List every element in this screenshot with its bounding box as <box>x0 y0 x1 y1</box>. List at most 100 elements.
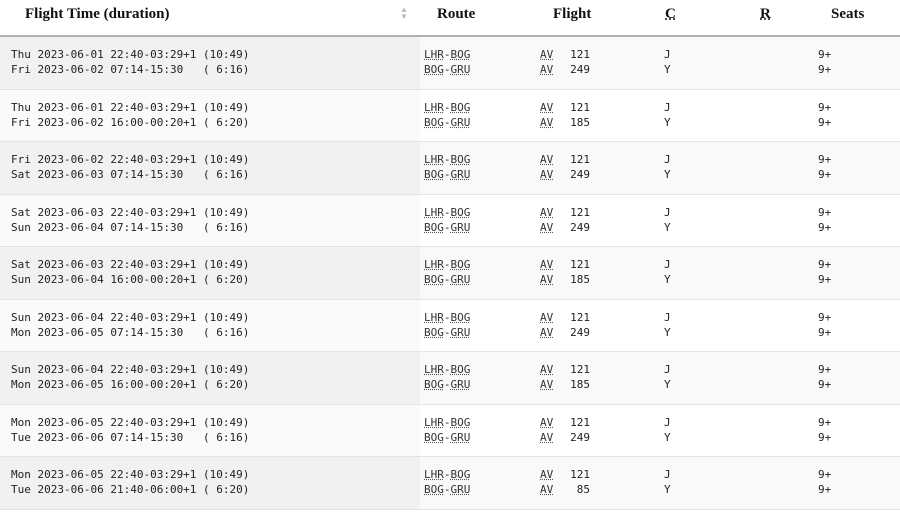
header-seats[interactable]: Seats <box>831 6 865 22</box>
airline-code[interactable]: AV <box>540 115 554 129</box>
airport-to[interactable]: GRU <box>450 483 471 496</box>
booking-class: J <box>664 258 671 271</box>
airport-to[interactable]: BOG <box>450 415 471 429</box>
flight-number-cell: 121 185 <box>560 100 590 130</box>
airport-to[interactable]: BOG <box>450 205 471 219</box>
flight-number-cell: 121 185 <box>560 362 590 392</box>
airline-code[interactable]: AV <box>540 363 554 376</box>
header-flight[interactable]: Flight <box>553 6 592 22</box>
airport-from[interactable]: LHR <box>424 48 444 61</box>
airline-code[interactable]: AV <box>540 273 554 286</box>
airline-code[interactable]: AV <box>540 100 554 114</box>
leg-time: Sat 2023-06-03 07:14-15:30 ( 6:16) <box>11 168 250 181</box>
seats-cell: 9+ 9+ <box>818 257 831 287</box>
airport-to[interactable]: GRU <box>450 168 471 181</box>
leg-time: Mon 2023-06-05 22:40-03:29+1 (10:49) <box>11 415 250 429</box>
table-row[interactable]: Sat 2023-06-03 22:40-03:29+1 (10:49) Sun … <box>0 194 900 247</box>
airport-from[interactable]: BOG <box>424 220 444 234</box>
table-row[interactable]: Thu 2023-06-01 22:40-03:29+1 (10:49) Fri … <box>0 89 900 142</box>
airport-to[interactable]: GRU <box>450 430 471 444</box>
airport-from[interactable]: LHR <box>424 153 444 166</box>
airport-from[interactable]: LHR <box>424 415 444 429</box>
seats-cell: 9+ 9+ <box>818 100 831 130</box>
airport-from[interactable]: BOG <box>424 378 444 391</box>
flight-number-cell: 121 85 <box>560 467 590 497</box>
airport-to[interactable]: BOG <box>450 153 471 166</box>
table-row[interactable]: Thu 2023-06-01 22:40-03:29+1 (10:49) Fri … <box>0 37 900 90</box>
airline-code[interactable]: AV <box>540 168 554 181</box>
airport-from[interactable]: BOG <box>424 115 444 129</box>
flight-number: 121 <box>570 310 590 324</box>
airline-code[interactable]: AV <box>540 205 554 219</box>
table-row[interactable]: Fri 2023-06-02 22:40-03:29+1 (10:49) Sat … <box>0 142 900 195</box>
header-c[interactable]: C <box>665 6 676 22</box>
airline-code[interactable]: AV <box>540 63 554 76</box>
airport-from[interactable]: LHR <box>424 468 444 481</box>
seats-available: 9+ <box>818 220 832 234</box>
airline-code[interactable]: AV <box>540 325 554 339</box>
airport-to[interactable]: GRU <box>450 378 471 391</box>
airline-code[interactable]: AV <box>540 310 554 324</box>
airport-from[interactable]: BOG <box>424 63 444 76</box>
airport-from[interactable]: BOG <box>424 325 444 339</box>
seats-cell: 9+ 9+ <box>818 467 831 497</box>
airport-to[interactable]: BOG <box>450 100 471 114</box>
airport-from[interactable]: BOG <box>424 483 444 496</box>
airport-to[interactable]: BOG <box>450 310 471 324</box>
flight-number-cell: 121 249 <box>560 310 590 340</box>
airline-code[interactable]: AV <box>540 378 554 391</box>
airport-from[interactable]: LHR <box>424 258 444 271</box>
airline-code[interactable]: AV <box>540 483 554 496</box>
route-cell: LHR-BOG BOG-GRU <box>424 205 471 234</box>
airport-to[interactable]: BOG <box>450 363 471 376</box>
airport-from[interactable]: BOG <box>424 168 444 181</box>
airline-code[interactable]: AV <box>540 415 554 429</box>
booking-class: Y <box>664 430 671 444</box>
header-route[interactable]: Route <box>437 6 476 22</box>
airport-from[interactable]: LHR <box>424 100 444 114</box>
airport-to[interactable]: BOG <box>450 48 471 61</box>
time-cell: Fri 2023-06-02 22:40-03:29+1 (10:49) Sat … <box>0 142 420 194</box>
airport-from[interactable]: LHR <box>424 205 444 219</box>
table-row[interactable]: Sat 2023-06-03 22:40-03:29+1 (10:49) Sun … <box>0 247 900 300</box>
airline-code[interactable]: AV <box>540 430 554 444</box>
leg-time: Mon 2023-06-05 16:00-00:20+1 ( 6:20) <box>11 378 250 391</box>
airport-from[interactable]: LHR <box>424 310 444 324</box>
airline-code[interactable]: AV <box>540 48 554 61</box>
header-flight-time[interactable]: Flight Time (duration) <box>25 6 170 22</box>
leg-time: Mon 2023-06-05 22:40-03:29+1 (10:49) <box>11 468 250 481</box>
seats-available: 9+ <box>818 153 832 166</box>
leg-time: Fri 2023-06-02 16:00-00:20+1 ( 6:20) <box>11 115 250 129</box>
airport-from[interactable]: LHR <box>424 363 444 376</box>
airport-to[interactable]: GRU <box>450 220 471 234</box>
seats-available: 9+ <box>818 168 832 181</box>
airport-to[interactable]: BOG <box>450 258 471 271</box>
airline-code[interactable]: AV <box>540 468 554 481</box>
booking-class: J <box>664 153 671 166</box>
header-r[interactable]: R <box>760 6 771 22</box>
airport-from[interactable]: BOG <box>424 273 444 286</box>
sort-icon[interactable]: ▲ ▼ <box>400 5 408 21</box>
seats-cell: 9+ 9+ <box>818 47 831 77</box>
seats-available: 9+ <box>818 430 832 444</box>
airport-from[interactable]: BOG <box>424 430 444 444</box>
airline-code[interactable]: AV <box>540 258 554 271</box>
airport-to[interactable]: GRU <box>450 115 471 129</box>
airport-to[interactable]: GRU <box>450 63 471 76</box>
booking-class: Y <box>664 483 671 496</box>
table-row[interactable]: Sun 2023-06-04 22:40-03:29+1 (10:49) Mon … <box>0 299 900 352</box>
airport-to[interactable]: BOG <box>450 468 471 481</box>
seats-available: 9+ <box>818 483 832 496</box>
flight-number: 185 <box>570 115 590 129</box>
table-row[interactable]: Mon 2023-06-05 22:40-03:29+1 (10:49) Tue … <box>0 457 900 510</box>
flight-number: 121 <box>570 258 590 271</box>
airline-code[interactable]: AV <box>540 153 554 166</box>
table-row[interactable]: Sun 2023-06-04 22:40-03:29+1 (10:49) Mon … <box>0 352 900 405</box>
airport-to[interactable]: GRU <box>450 273 471 286</box>
booking-class: Y <box>664 378 671 391</box>
booking-class: J <box>664 415 671 429</box>
airport-to[interactable]: GRU <box>450 325 471 339</box>
airline-code[interactable]: AV <box>540 220 554 234</box>
table-row[interactable]: Mon 2023-06-05 22:40-03:29+1 (10:49) Tue … <box>0 404 900 457</box>
